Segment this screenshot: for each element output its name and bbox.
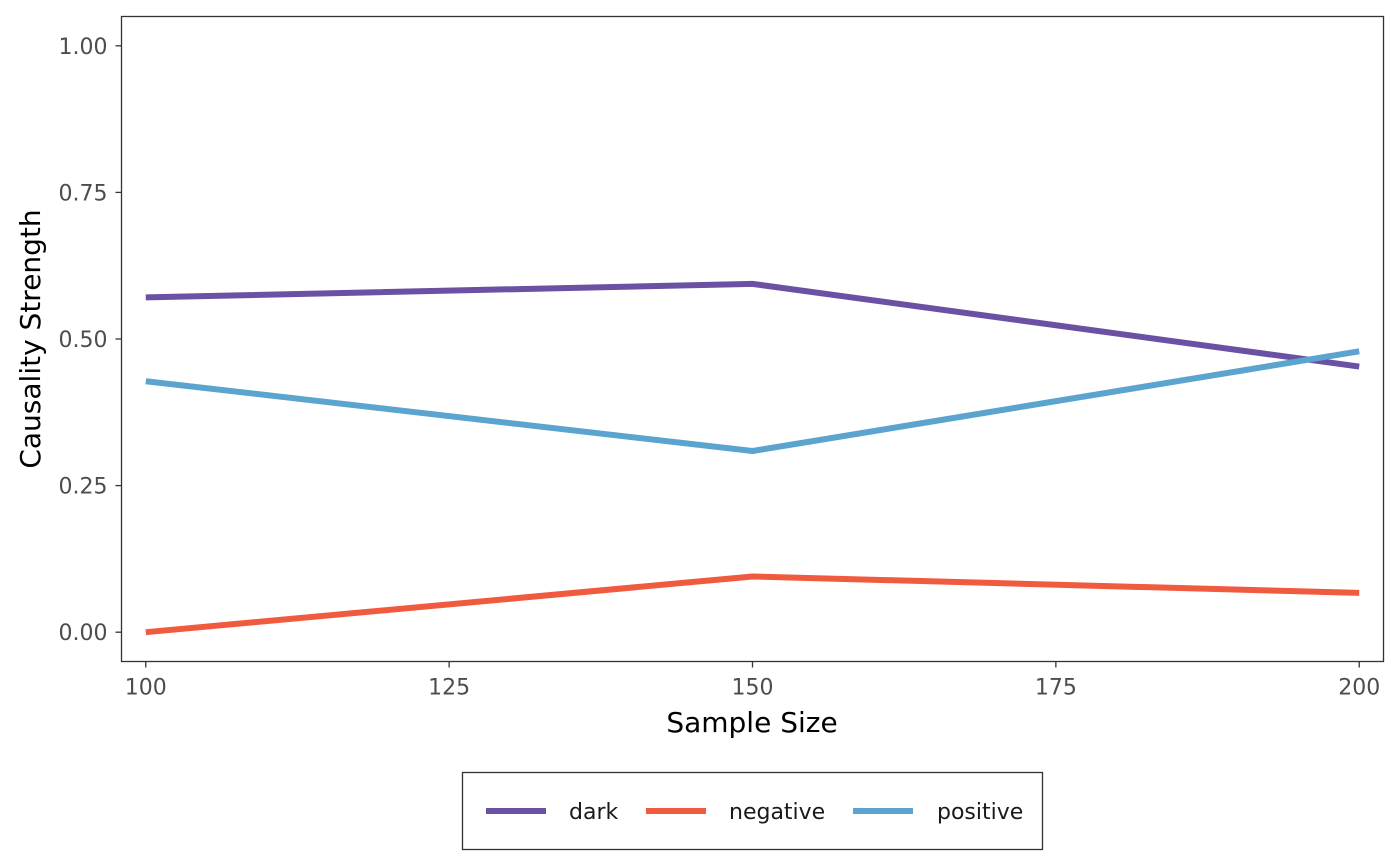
- x-tick-label: 100: [125, 676, 167, 701]
- x-axis-title: Sample Size: [666, 706, 837, 739]
- x-tick-label: 125: [428, 676, 470, 701]
- y-axis-title: Causality Strength: [14, 209, 47, 468]
- legend-label-negative: negative: [729, 800, 825, 825]
- series-line-negative: [145, 573, 1360, 636]
- y-tick-label: 0.25: [59, 475, 108, 500]
- legend: dark negative positive: [461, 771, 1044, 851]
- legend-label-positive: positive: [937, 800, 1023, 825]
- legend-box: [461, 771, 1044, 851]
- x-tick-label: 150: [732, 676, 774, 701]
- series-line-positive: [145, 348, 1360, 454]
- y-tick-label: 0.00: [59, 621, 108, 646]
- series-line-dark: [145, 280, 1360, 370]
- legend-label-dark: dark: [569, 800, 618, 825]
- series-lines: [145, 280, 1360, 636]
- x-tick-label: 175: [1035, 676, 1077, 701]
- plot-panel: [120, 15, 1385, 663]
- y-tick-label: 0.75: [59, 181, 108, 206]
- y-tick-label: 1.00: [59, 35, 108, 60]
- x-tick-label: 200: [1338, 676, 1380, 701]
- x-axis: 100 125 150 175 200: [125, 661, 1380, 701]
- y-axis: 0.00 0.25 0.50 0.75 1.00: [59, 35, 122, 646]
- y-tick-label: 0.50: [59, 328, 108, 353]
